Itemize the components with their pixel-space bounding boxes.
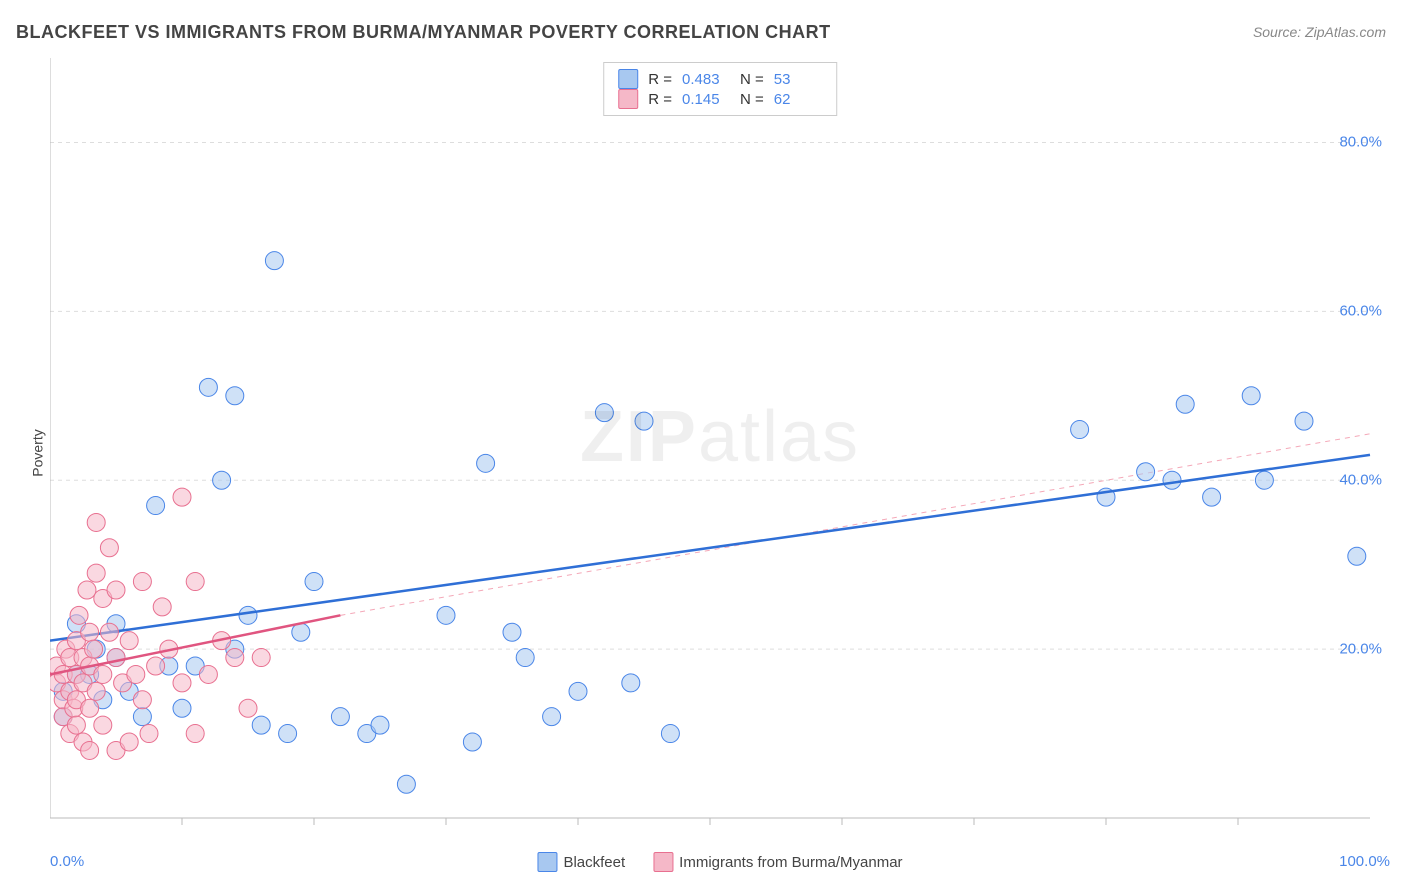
- stats-legend: R = 0.483 N = 53 R = 0.145 N = 62: [603, 62, 837, 116]
- bottom-legend: Blackfeet Immigrants from Burma/Myanmar: [537, 852, 902, 872]
- swatch-blackfeet-icon: [537, 852, 557, 872]
- stats-row-1: R = 0.483 N = 53: [618, 69, 822, 89]
- x-tick-right: 100.0%: [1339, 853, 1390, 870]
- r-value-1: 0.483: [682, 71, 730, 88]
- legend-label-1: Blackfeet: [563, 854, 625, 871]
- r-value-2: 0.145: [682, 91, 730, 108]
- legend-label-2: Immigrants from Burma/Myanmar: [679, 854, 902, 871]
- y-axis-label: Poverty: [30, 429, 46, 476]
- swatch-burma-icon: [653, 852, 673, 872]
- swatch-blackfeet-icon: [618, 69, 638, 89]
- y-tick-label: 80.0%: [1339, 134, 1382, 151]
- n-label-2: N =: [740, 91, 764, 108]
- legend-item-2: Immigrants from Burma/Myanmar: [653, 852, 902, 872]
- source-label: Source: ZipAtlas.com: [1253, 24, 1386, 40]
- chart-container: BLACKFEET VS IMMIGRANTS FROM BURMA/MYANM…: [0, 0, 1406, 892]
- stats-row-2: R = 0.145 N = 62: [618, 89, 822, 109]
- y-tick-label: 20.0%: [1339, 641, 1382, 658]
- y-tick-label: 60.0%: [1339, 303, 1382, 320]
- n-value-2: 62: [774, 91, 822, 108]
- r-label-2: R =: [648, 91, 672, 108]
- x-tick-left: 0.0%: [50, 853, 84, 870]
- y-tick-label: 40.0%: [1339, 472, 1382, 489]
- legend-item-1: Blackfeet: [537, 852, 625, 872]
- n-value-1: 53: [774, 71, 822, 88]
- n-label: N =: [740, 71, 764, 88]
- scatter-svg: [50, 58, 1390, 848]
- r-label: R =: [648, 71, 672, 88]
- chart-area: Poverty ZIPatlas R = 0.483 N = 53 R = 0.…: [50, 58, 1390, 848]
- swatch-burma-icon: [618, 89, 638, 109]
- chart-title: BLACKFEET VS IMMIGRANTS FROM BURMA/MYANM…: [16, 22, 831, 43]
